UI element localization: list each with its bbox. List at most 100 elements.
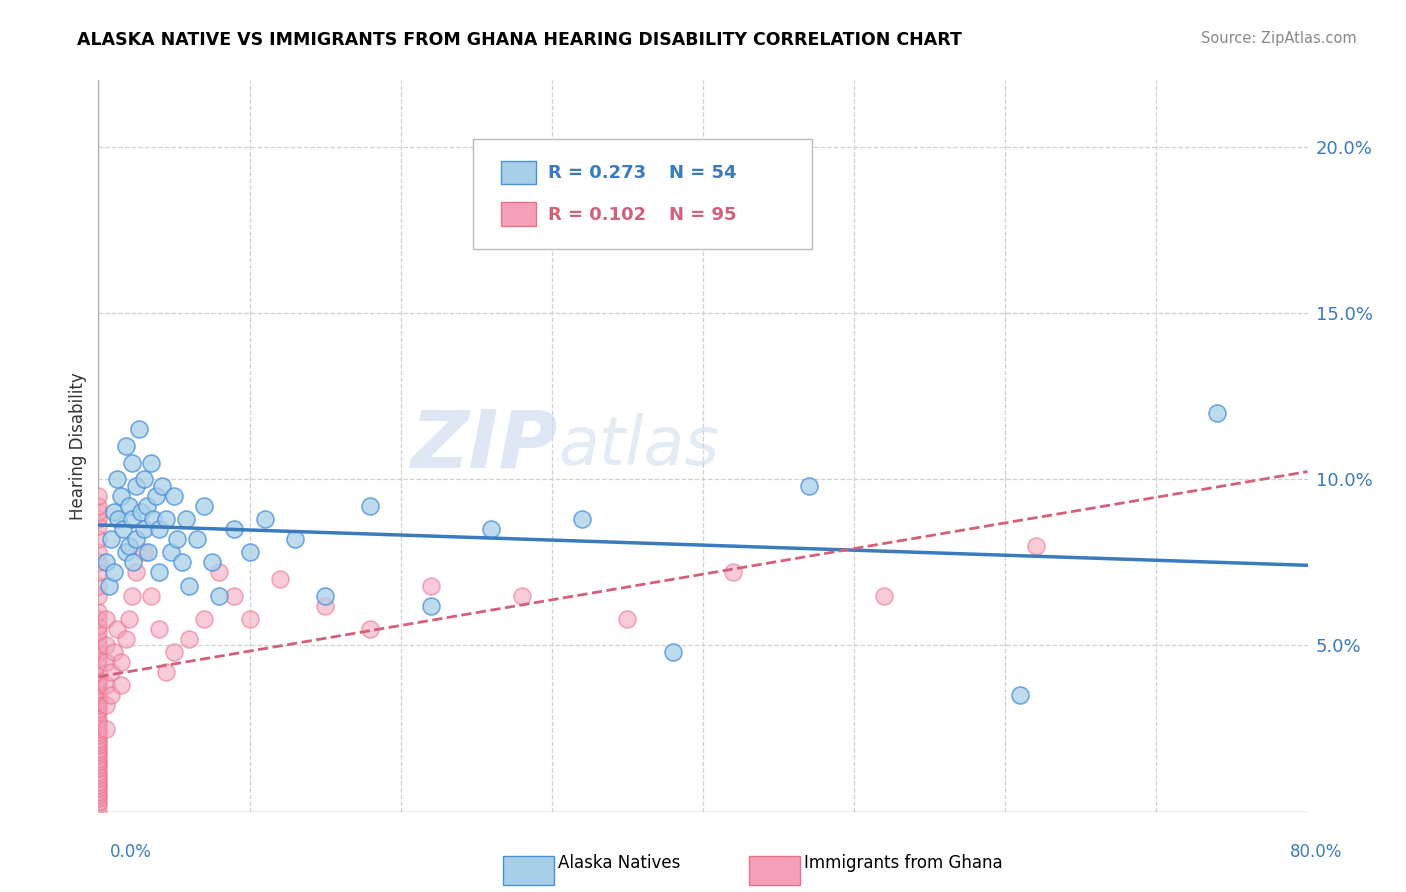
Point <box>103 645 125 659</box>
Point <box>110 489 132 503</box>
Point <box>125 479 148 493</box>
Y-axis label: Hearing Disability: Hearing Disability <box>69 372 87 520</box>
Point <box>193 612 215 626</box>
Point <box>105 622 128 636</box>
Point <box>87 785 110 799</box>
Point <box>87 645 110 659</box>
Point <box>87 762 110 776</box>
Point <box>873 589 896 603</box>
Text: N = 95: N = 95 <box>669 206 737 224</box>
Point <box>87 691 110 706</box>
Point <box>87 698 110 713</box>
Point <box>160 545 183 559</box>
Point <box>87 566 110 580</box>
Point <box>114 632 136 646</box>
Point <box>87 658 110 673</box>
Point <box>87 751 110 765</box>
Point <box>87 774 110 789</box>
Point <box>100 689 122 703</box>
Point <box>150 479 173 493</box>
Point <box>129 506 152 520</box>
Point <box>94 639 117 653</box>
Point <box>87 499 110 513</box>
Point <box>360 499 382 513</box>
Point <box>87 755 110 769</box>
Point <box>420 599 443 613</box>
Point <box>510 589 533 603</box>
Point <box>87 731 110 746</box>
Point <box>1024 539 1046 553</box>
Point <box>148 522 170 536</box>
Point <box>87 795 110 809</box>
Point <box>360 622 382 636</box>
Point <box>87 579 110 593</box>
Point <box>224 589 246 603</box>
Point <box>87 518 110 533</box>
Point <box>193 499 215 513</box>
Point <box>87 489 110 503</box>
FancyBboxPatch shape <box>474 139 811 249</box>
Point <box>132 472 155 486</box>
Point <box>87 625 110 640</box>
Point <box>481 522 503 536</box>
Text: N = 54: N = 54 <box>669 164 737 183</box>
Point <box>87 681 110 696</box>
Point <box>87 728 110 742</box>
Point <box>87 738 110 752</box>
Point <box>94 698 117 713</box>
Point <box>87 639 110 653</box>
Point <box>87 764 110 779</box>
Point <box>87 714 110 729</box>
Point <box>87 632 110 646</box>
Point <box>107 512 129 526</box>
Point <box>1010 689 1032 703</box>
Point <box>105 472 128 486</box>
Point <box>723 566 745 580</box>
Point <box>269 572 291 586</box>
Point <box>87 678 110 692</box>
Point <box>201 555 224 569</box>
Point <box>87 685 110 699</box>
Point <box>94 655 117 669</box>
Point <box>571 512 593 526</box>
Point <box>98 579 121 593</box>
Point <box>94 612 117 626</box>
Point <box>87 718 110 732</box>
Point <box>224 522 246 536</box>
Point <box>121 456 143 470</box>
Point <box>125 566 148 580</box>
Point <box>142 512 165 526</box>
Point <box>111 522 134 536</box>
Point <box>148 566 170 580</box>
Point <box>314 599 336 613</box>
Point <box>118 539 141 553</box>
Point <box>110 655 132 669</box>
Point <box>87 665 110 679</box>
Point <box>87 701 110 715</box>
Point <box>114 545 136 559</box>
Point <box>114 439 136 453</box>
Point <box>87 512 110 526</box>
Point <box>420 579 443 593</box>
Point <box>87 675 110 690</box>
Point <box>121 589 143 603</box>
Text: Immigrants from Ghana: Immigrants from Ghana <box>804 855 1002 872</box>
Point <box>94 678 117 692</box>
Point <box>118 499 141 513</box>
Point <box>141 589 163 603</box>
Point <box>125 532 148 546</box>
Text: Alaska Natives: Alaska Natives <box>558 855 681 872</box>
Point <box>239 612 262 626</box>
Point <box>87 748 110 763</box>
Point <box>110 678 132 692</box>
Point <box>121 512 143 526</box>
Point <box>1206 406 1229 420</box>
Point <box>155 512 177 526</box>
Point <box>148 622 170 636</box>
Text: ZIP: ZIP <box>411 407 558 485</box>
Point <box>87 781 110 796</box>
Point <box>145 489 167 503</box>
Point <box>87 532 110 546</box>
Point <box>661 645 683 659</box>
Point <box>87 778 110 792</box>
